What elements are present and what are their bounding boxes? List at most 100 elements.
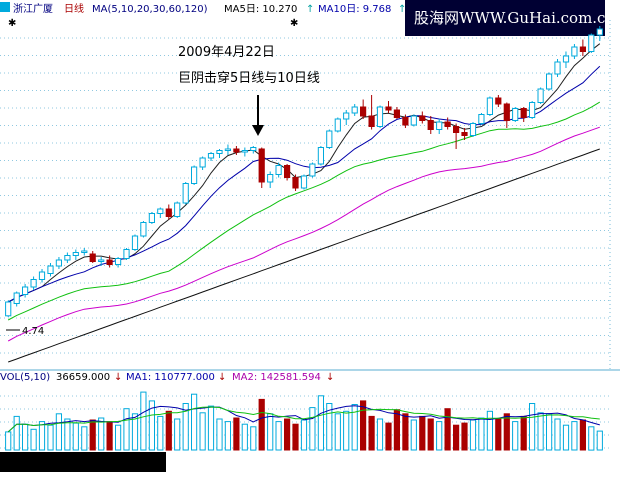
ma30-line bbox=[7, 126, 600, 342]
candle-body bbox=[157, 208, 164, 214]
candle bbox=[461, 128, 468, 140]
candle-body bbox=[22, 286, 29, 295]
candle bbox=[317, 146, 324, 166]
candle-body bbox=[72, 252, 79, 256]
candle bbox=[334, 117, 341, 133]
candle bbox=[343, 110, 350, 125]
candle bbox=[131, 234, 139, 251]
vol-ma2-arrow: ↓ bbox=[326, 372, 334, 383]
candle bbox=[503, 102, 510, 128]
candle-body bbox=[326, 130, 333, 148]
candle-body bbox=[351, 106, 358, 114]
volume-bar bbox=[157, 415, 164, 451]
candle-body bbox=[258, 148, 265, 183]
candle-body bbox=[89, 253, 96, 262]
candle-body bbox=[98, 259, 105, 262]
candle bbox=[64, 252, 71, 263]
volume-bar bbox=[131, 413, 139, 451]
candle bbox=[368, 95, 375, 130]
volume-bar bbox=[368, 415, 375, 451]
volume-bar bbox=[22, 423, 29, 451]
stock-name: 浙江广厦 bbox=[13, 3, 53, 15]
volume-bar bbox=[123, 408, 130, 451]
volume-bar bbox=[453, 424, 460, 451]
period-label: 日线 bbox=[64, 2, 84, 15]
candle bbox=[579, 39, 586, 56]
price-header: 浙江广厦 日线 MA(5,10,20,30,60,120) MA5日: 10.2… bbox=[0, 2, 406, 29]
candle bbox=[537, 87, 544, 104]
candle bbox=[191, 165, 198, 185]
candle-body bbox=[579, 46, 586, 52]
volume-bar bbox=[385, 422, 392, 451]
vol-value: 36659.000 bbox=[56, 372, 110, 383]
candle bbox=[486, 96, 493, 116]
candle bbox=[326, 129, 333, 149]
vol-ma2: MA2: 142581.594 bbox=[232, 372, 321, 383]
volume-bar bbox=[478, 417, 485, 451]
candle bbox=[81, 248, 88, 256]
volume-bar bbox=[469, 419, 477, 451]
volume-bar bbox=[64, 418, 71, 451]
candle-body bbox=[419, 115, 426, 121]
candle-body bbox=[571, 46, 578, 57]
volume-bar bbox=[579, 419, 586, 451]
candle bbox=[98, 257, 105, 266]
candle-body bbox=[115, 258, 122, 265]
candle-body bbox=[148, 213, 156, 223]
candle bbox=[292, 174, 299, 191]
candle-body bbox=[343, 112, 350, 120]
candle bbox=[22, 284, 29, 298]
candle-body bbox=[199, 157, 206, 168]
volume-bar bbox=[495, 418, 502, 451]
candle-body bbox=[81, 250, 88, 253]
candle bbox=[436, 119, 443, 134]
candle bbox=[393, 107, 400, 119]
candle-body bbox=[216, 150, 223, 154]
candle bbox=[165, 204, 172, 220]
ma5-value: MA5日: 10.270 bbox=[224, 4, 297, 15]
low-price-label: 4.74 bbox=[22, 326, 44, 337]
volume-bar bbox=[546, 413, 553, 451]
candle bbox=[233, 146, 240, 155]
candle-body bbox=[376, 106, 384, 127]
candle bbox=[596, 26, 603, 41]
volume-bar bbox=[38, 421, 46, 451]
volume-bar bbox=[216, 418, 223, 451]
price-panel bbox=[0, 20, 620, 371]
candle-body bbox=[461, 132, 468, 136]
volume-bar bbox=[72, 422, 79, 451]
candle-body bbox=[292, 177, 299, 189]
candle bbox=[284, 164, 291, 181]
candle-body bbox=[495, 97, 502, 105]
candle bbox=[529, 101, 536, 119]
annotation-date: 2009年4月22日 bbox=[178, 45, 275, 60]
candle-body bbox=[520, 108, 527, 118]
candle bbox=[554, 59, 561, 77]
candle-body bbox=[165, 208, 172, 217]
candle-body bbox=[284, 165, 291, 178]
candle-body bbox=[250, 147, 257, 151]
candle-body bbox=[174, 202, 181, 217]
volume-bar bbox=[410, 419, 417, 451]
candle bbox=[410, 114, 417, 127]
candle-body bbox=[486, 97, 493, 115]
volume-bar bbox=[360, 400, 367, 451]
volume-bar bbox=[199, 412, 206, 451]
volume-bar bbox=[5, 431, 12, 451]
candle bbox=[571, 44, 578, 59]
volume-bar bbox=[47, 424, 54, 451]
volume-bar bbox=[258, 398, 265, 451]
candle bbox=[106, 255, 113, 268]
candle bbox=[140, 221, 147, 238]
candle-body bbox=[368, 115, 375, 127]
candle-body bbox=[47, 265, 54, 274]
candle bbox=[224, 144, 232, 155]
candle-body bbox=[55, 259, 62, 267]
ma60-line bbox=[8, 148, 600, 363]
candle-body bbox=[38, 271, 46, 280]
stock-icon bbox=[0, 2, 10, 12]
candle-body bbox=[393, 109, 400, 118]
candle bbox=[182, 182, 189, 205]
candle-body bbox=[131, 235, 139, 250]
